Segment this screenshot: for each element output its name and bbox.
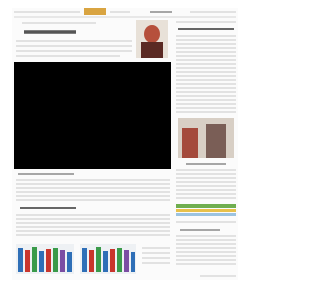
newspaper-page [0, 0, 249, 288]
infographic-left [16, 244, 74, 274]
image-block [14, 62, 171, 169]
infographic-right [80, 244, 136, 274]
photo-figure [206, 124, 226, 158]
photo-figure [182, 128, 198, 158]
portrait-photo [136, 20, 168, 58]
